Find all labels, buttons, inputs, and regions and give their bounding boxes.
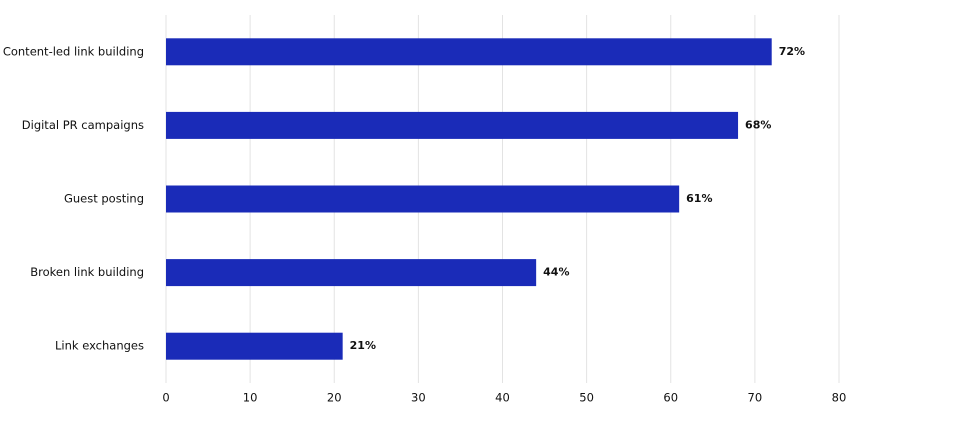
y-tick-label: Content-led link building — [3, 44, 144, 58]
x-tick-label: 50 — [579, 391, 594, 405]
value-label: 21% — [350, 339, 376, 352]
x-tick-label: 10 — [243, 391, 258, 405]
value-label: 61% — [686, 192, 712, 205]
x-tick-label: 60 — [663, 391, 678, 405]
value-label: 72% — [779, 45, 805, 58]
x-tick-label: 80 — [832, 391, 847, 405]
y-tick-label: Link exchanges — [55, 339, 144, 353]
bar — [166, 185, 680, 213]
bar — [166, 38, 772, 66]
x-tick-label: 0 — [162, 391, 169, 405]
value-label: 68% — [745, 118, 771, 131]
bar — [166, 332, 343, 360]
y-tick-label: Guest posting — [64, 192, 144, 206]
bar — [166, 111, 739, 139]
bar — [166, 259, 537, 287]
y-tick-label: Digital PR campaigns — [22, 118, 144, 132]
value-label: 44% — [543, 266, 569, 279]
x-tick-label: 70 — [748, 391, 763, 405]
x-tick-label: 40 — [495, 391, 510, 405]
x-tick-label: 20 — [327, 391, 342, 405]
y-tick-label: Broken link building — [30, 265, 144, 279]
x-tick-label: 30 — [411, 391, 426, 405]
